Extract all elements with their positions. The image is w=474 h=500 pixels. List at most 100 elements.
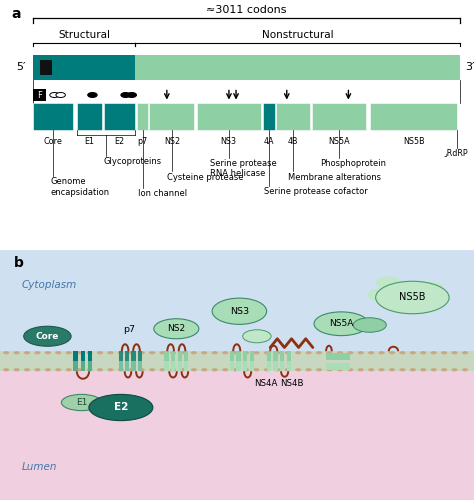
Circle shape [149,368,155,372]
Text: Serine protease
RNA helicase: Serine protease RNA helicase [210,159,276,178]
Circle shape [138,351,145,354]
Circle shape [337,351,343,354]
Circle shape [170,368,176,372]
Bar [312,102,366,130]
Circle shape [431,351,437,354]
Bar [77,102,102,130]
Circle shape [389,351,395,354]
Ellipse shape [353,318,386,332]
Circle shape [316,368,322,372]
Circle shape [389,368,395,372]
Text: Core: Core [44,138,63,146]
Text: NS5A: NS5A [329,320,354,328]
Circle shape [180,351,186,354]
Bar [197,102,261,130]
Bar [73,361,78,371]
Ellipse shape [375,281,449,314]
Circle shape [86,351,92,354]
Bar [236,351,240,361]
Circle shape [107,368,114,372]
Circle shape [420,351,427,354]
Bar [273,361,278,371]
Circle shape [211,368,218,372]
Circle shape [357,368,364,372]
Text: Lumen: Lumen [21,462,57,472]
FancyBboxPatch shape [33,89,46,101]
Bar [286,351,291,361]
Circle shape [243,351,249,354]
Bar [0,250,474,360]
Bar [0,351,474,361]
Circle shape [118,368,124,372]
Bar [249,361,254,371]
Bar [164,361,169,371]
Circle shape [97,368,103,372]
Circle shape [451,368,458,372]
Ellipse shape [212,298,267,324]
Text: Structural: Structural [58,30,110,40]
Circle shape [399,351,406,354]
Circle shape [97,351,103,354]
Bar [0,361,474,371]
Circle shape [24,368,30,372]
Circle shape [378,351,385,354]
Circle shape [56,92,65,98]
Circle shape [368,368,374,372]
Circle shape [347,368,353,372]
Circle shape [76,368,82,372]
Text: NS2: NS2 [167,324,185,333]
Circle shape [159,368,166,372]
Circle shape [337,368,343,372]
Ellipse shape [24,326,71,346]
Ellipse shape [375,276,402,289]
Text: p7: p7 [123,325,135,334]
Bar [263,102,275,130]
Text: Nonstructural: Nonstructural [262,30,333,40]
Circle shape [65,351,72,354]
Text: NS2: NS2 [164,138,180,146]
Circle shape [3,351,9,354]
Ellipse shape [314,312,369,336]
Circle shape [149,351,155,354]
Circle shape [441,351,447,354]
Text: 3′: 3′ [465,62,474,72]
Ellipse shape [431,293,450,302]
Circle shape [50,92,59,98]
Bar [280,351,284,361]
Ellipse shape [419,282,443,293]
Text: 4A: 4A [264,138,274,146]
Circle shape [274,351,280,354]
Circle shape [55,368,62,372]
Bar [243,351,247,361]
Bar [229,361,234,371]
Bar [138,361,142,371]
Circle shape [170,351,176,354]
Circle shape [222,351,228,354]
Bar [184,361,189,371]
Circle shape [118,351,124,354]
Circle shape [45,351,51,354]
Bar [249,351,254,361]
Text: Membrane alterations: Membrane alterations [288,172,381,182]
Bar [243,361,247,371]
Circle shape [211,351,218,354]
Bar [73,351,78,361]
Bar [178,351,182,361]
Bar [125,351,129,361]
Bar [125,361,129,371]
Ellipse shape [243,330,271,343]
Circle shape [253,351,259,354]
Circle shape [88,92,97,98]
Circle shape [264,351,270,354]
Text: NS4A: NS4A [254,379,277,388]
Bar [184,351,189,361]
Circle shape [305,368,312,372]
Bar [135,55,460,80]
Bar [88,361,92,371]
Bar [104,102,135,130]
Text: NS5B: NS5B [399,292,426,302]
Circle shape [24,351,30,354]
Circle shape [316,351,322,354]
Circle shape [420,368,427,372]
Text: NS3: NS3 [230,306,249,316]
